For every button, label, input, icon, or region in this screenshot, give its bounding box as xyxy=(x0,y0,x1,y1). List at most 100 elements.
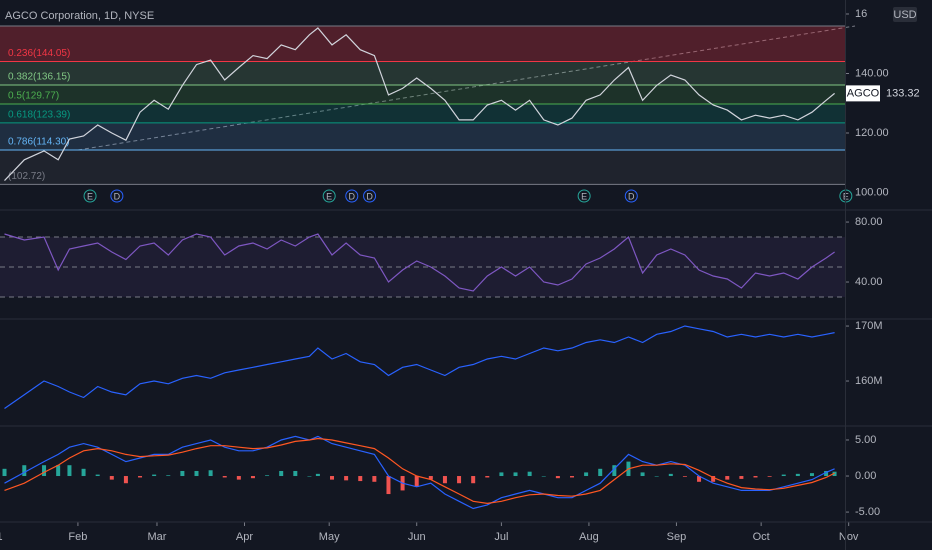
event-label: D xyxy=(114,191,121,201)
y-tick-label: 160M xyxy=(855,375,883,387)
histogram-bar xyxy=(499,472,504,477)
histogram-bar xyxy=(372,476,377,482)
histogram-bar xyxy=(457,476,462,484)
fib-label: 0.5(129.77) xyxy=(8,91,59,102)
series-line xyxy=(4,437,835,505)
histogram-bar xyxy=(307,476,312,477)
y-tick-label: 80.00 xyxy=(855,216,883,228)
y-tick-label: 140.00 xyxy=(855,67,889,79)
histogram-bar xyxy=(795,473,800,477)
histogram-bar xyxy=(541,476,546,477)
event-badge xyxy=(624,189,638,203)
histogram-bar xyxy=(67,465,72,477)
histogram-bar xyxy=(42,465,47,477)
histogram-bar xyxy=(809,473,814,477)
event-badge xyxy=(363,189,377,203)
histogram-bar xyxy=(569,476,574,478)
event-label: E xyxy=(326,191,332,201)
histogram-bar xyxy=(612,465,617,477)
histogram-bar xyxy=(832,471,837,477)
histogram-bar xyxy=(250,476,255,479)
histogram-bar xyxy=(22,465,27,477)
series-line xyxy=(4,233,835,292)
y-tick-label: 16 xyxy=(855,8,867,20)
currency: USD xyxy=(893,9,916,21)
y-tick-label: 120.00 xyxy=(855,127,889,139)
histogram-bar xyxy=(315,473,320,477)
histogram-bar xyxy=(330,476,335,480)
histogram-bar xyxy=(640,472,645,477)
histogram-bar xyxy=(152,474,157,477)
pane xyxy=(4,325,835,409)
histogram-bar xyxy=(767,476,772,477)
fib-label: (102.72) xyxy=(8,171,45,182)
histogram-bar xyxy=(682,476,687,477)
histogram-bar xyxy=(265,475,270,477)
histogram-bar xyxy=(711,476,716,482)
x-tick-label: Oct xyxy=(753,531,770,543)
histogram-bar xyxy=(123,476,128,484)
x-tick-label: Jun xyxy=(408,531,426,543)
event-label: D xyxy=(349,191,356,201)
histogram-bar xyxy=(95,474,100,477)
y-tick-label: 0.00 xyxy=(855,470,876,482)
x-tick-label: Apr xyxy=(236,531,253,543)
event-label: D xyxy=(628,191,635,201)
histogram-bar xyxy=(697,476,702,482)
chart-title: AGCO Corporation, 1D, NYSE xyxy=(5,10,154,22)
x-tick-label: Nov xyxy=(839,531,859,543)
histogram-bar xyxy=(668,473,673,477)
pane xyxy=(0,233,845,298)
last-price: 133.32 xyxy=(886,87,920,99)
event-badge xyxy=(577,189,591,203)
x-tick-label: Mar xyxy=(147,531,166,543)
x-tick-label: Sep xyxy=(667,531,687,543)
histogram-bar xyxy=(781,474,786,477)
series-line xyxy=(4,27,835,182)
histogram-bar xyxy=(194,470,199,477)
histogram-bar xyxy=(56,465,61,477)
fib-band xyxy=(0,26,845,62)
event-badge xyxy=(83,189,97,203)
histogram-bar xyxy=(81,468,86,477)
fib-label: 0.382(136.15) xyxy=(8,72,70,83)
histogram-bar xyxy=(358,476,363,482)
series-line xyxy=(4,325,835,409)
histogram-bar xyxy=(442,476,447,484)
layers: 2021 Feb Mar Apr May Jun Jul Aug Sep Oct Nov 0.236(… xyxy=(0,7,920,543)
x-tick-label: May xyxy=(319,531,340,543)
fib-band xyxy=(0,103,845,123)
fib-label: 0.236(144.05) xyxy=(8,48,70,59)
histogram-bar xyxy=(166,475,171,477)
event-badge xyxy=(110,189,124,203)
trend-line xyxy=(77,25,856,151)
x-tick-label: 2021 xyxy=(0,531,3,543)
event-badge xyxy=(322,189,336,203)
histogram-bar xyxy=(293,470,298,477)
histogram-bar xyxy=(222,476,227,478)
y-tick-label: -5.00 xyxy=(855,506,880,518)
histogram-bar xyxy=(739,476,744,479)
x-tick-label: Jul xyxy=(494,531,508,543)
histogram-bar xyxy=(485,476,490,478)
pane: 0.236(144.05) 0.382(136.15) 0.5(129.77) 0.6… xyxy=(0,25,845,185)
name-tag xyxy=(846,85,880,102)
event-label: D xyxy=(366,191,373,201)
event-label: E xyxy=(87,191,93,201)
histogram-bar xyxy=(236,476,241,480)
histogram-bar xyxy=(725,476,730,480)
histogram-bar xyxy=(138,476,143,478)
x-tick-label: Aug xyxy=(579,531,599,543)
histogram-bar xyxy=(386,476,391,495)
histogram-bar xyxy=(471,476,476,484)
fib-label: 0.786(114.30) xyxy=(8,137,70,148)
histogram-bar xyxy=(428,476,433,480)
event-badge xyxy=(345,189,359,203)
histogram-bar xyxy=(279,470,284,477)
y-tick-label: 5.00 xyxy=(855,434,876,446)
y-tick-label: 170M xyxy=(855,320,883,332)
y-tick-label: 100.00 xyxy=(855,186,889,198)
histogram-bar xyxy=(654,476,659,477)
histogram-bar xyxy=(555,476,560,479)
